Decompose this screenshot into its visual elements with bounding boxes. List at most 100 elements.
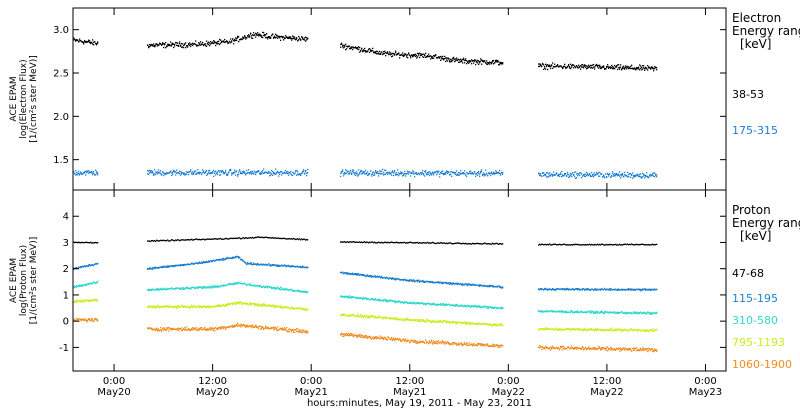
data-point bbox=[236, 237, 238, 239]
data-point bbox=[606, 66, 608, 69]
data-point bbox=[221, 41, 223, 43]
data-point bbox=[470, 322, 472, 324]
data-point bbox=[191, 43, 193, 46]
data-point bbox=[482, 174, 484, 177]
data-point bbox=[453, 243, 455, 245]
data-point bbox=[611, 175, 613, 177]
data-point bbox=[305, 266, 307, 269]
data-point bbox=[619, 243, 621, 246]
data-point bbox=[83, 42, 85, 44]
data-point bbox=[403, 174, 405, 177]
data-point bbox=[257, 34, 259, 36]
data-point bbox=[466, 323, 468, 325]
data-point bbox=[498, 60, 500, 63]
data-point bbox=[471, 59, 473, 61]
data-point bbox=[623, 65, 625, 67]
data-point bbox=[575, 66, 577, 69]
data-point bbox=[623, 243, 625, 246]
data-point bbox=[403, 55, 405, 58]
data-point bbox=[656, 176, 658, 178]
data-point bbox=[303, 290, 305, 293]
data-point bbox=[186, 171, 188, 173]
data-point bbox=[430, 321, 432, 323]
data-point bbox=[545, 328, 547, 330]
data-point bbox=[482, 323, 484, 325]
data-point bbox=[181, 264, 183, 266]
data-point bbox=[369, 241, 371, 243]
data-point bbox=[396, 278, 398, 280]
data-point bbox=[86, 284, 88, 286]
data-point bbox=[490, 174, 492, 177]
data-point bbox=[611, 67, 613, 69]
data-point bbox=[480, 307, 482, 309]
data-point bbox=[153, 174, 155, 176]
data-point bbox=[182, 43, 184, 45]
data-point bbox=[469, 60, 471, 62]
data-point bbox=[656, 243, 658, 245]
data-point bbox=[375, 315, 377, 317]
data-point bbox=[276, 265, 278, 267]
data-point bbox=[262, 286, 264, 289]
data-point bbox=[382, 317, 384, 319]
data-point bbox=[427, 173, 429, 176]
data-point bbox=[306, 309, 308, 311]
data-point bbox=[633, 289, 635, 291]
data-point bbox=[82, 40, 84, 43]
data-point bbox=[259, 286, 261, 288]
data-point bbox=[421, 171, 423, 174]
data-point bbox=[197, 168, 199, 171]
data-point bbox=[587, 173, 589, 175]
data-point bbox=[356, 47, 358, 50]
data-point bbox=[556, 244, 558, 246]
data-point bbox=[454, 283, 456, 285]
data-point bbox=[178, 306, 180, 308]
data-point bbox=[435, 304, 437, 306]
data-point bbox=[245, 302, 247, 305]
data-point bbox=[596, 312, 598, 314]
data-point bbox=[190, 287, 192, 289]
data-point bbox=[582, 311, 584, 314]
data-point bbox=[479, 322, 481, 324]
data-point bbox=[197, 286, 199, 289]
data-point bbox=[254, 285, 256, 287]
data-point bbox=[302, 238, 304, 241]
data-point bbox=[400, 173, 402, 175]
data-point bbox=[458, 171, 460, 174]
data-point bbox=[387, 299, 389, 302]
data-point bbox=[564, 288, 566, 290]
data-point bbox=[566, 328, 568, 330]
data-point bbox=[199, 44, 201, 46]
data-point bbox=[212, 306, 214, 308]
data-point bbox=[496, 324, 498, 327]
data-point bbox=[258, 263, 260, 266]
data-point bbox=[654, 66, 656, 68]
data-point bbox=[155, 171, 157, 173]
data-point bbox=[180, 171, 182, 173]
data-point bbox=[177, 304, 179, 307]
data-point bbox=[622, 244, 624, 246]
data-point bbox=[542, 63, 544, 65]
data-point bbox=[232, 172, 234, 174]
data-point bbox=[414, 176, 416, 178]
data-point bbox=[162, 305, 164, 307]
data-point bbox=[293, 307, 295, 309]
data-point bbox=[548, 64, 550, 67]
data-point bbox=[463, 321, 465, 324]
data-point bbox=[212, 286, 214, 288]
data-point bbox=[447, 172, 449, 175]
data-point bbox=[81, 285, 83, 287]
data-point bbox=[596, 289, 598, 291]
data-point bbox=[562, 67, 564, 69]
data-point bbox=[608, 288, 610, 291]
data-point bbox=[423, 281, 425, 283]
data-point bbox=[595, 65, 597, 67]
data-point bbox=[409, 241, 411, 244]
data-point bbox=[203, 287, 205, 289]
data-point bbox=[590, 67, 592, 69]
data-point bbox=[292, 265, 294, 267]
data-point bbox=[214, 285, 216, 288]
data-point bbox=[367, 317, 369, 319]
data-point bbox=[416, 173, 418, 175]
data-point bbox=[555, 66, 557, 68]
data-point bbox=[182, 239, 184, 241]
